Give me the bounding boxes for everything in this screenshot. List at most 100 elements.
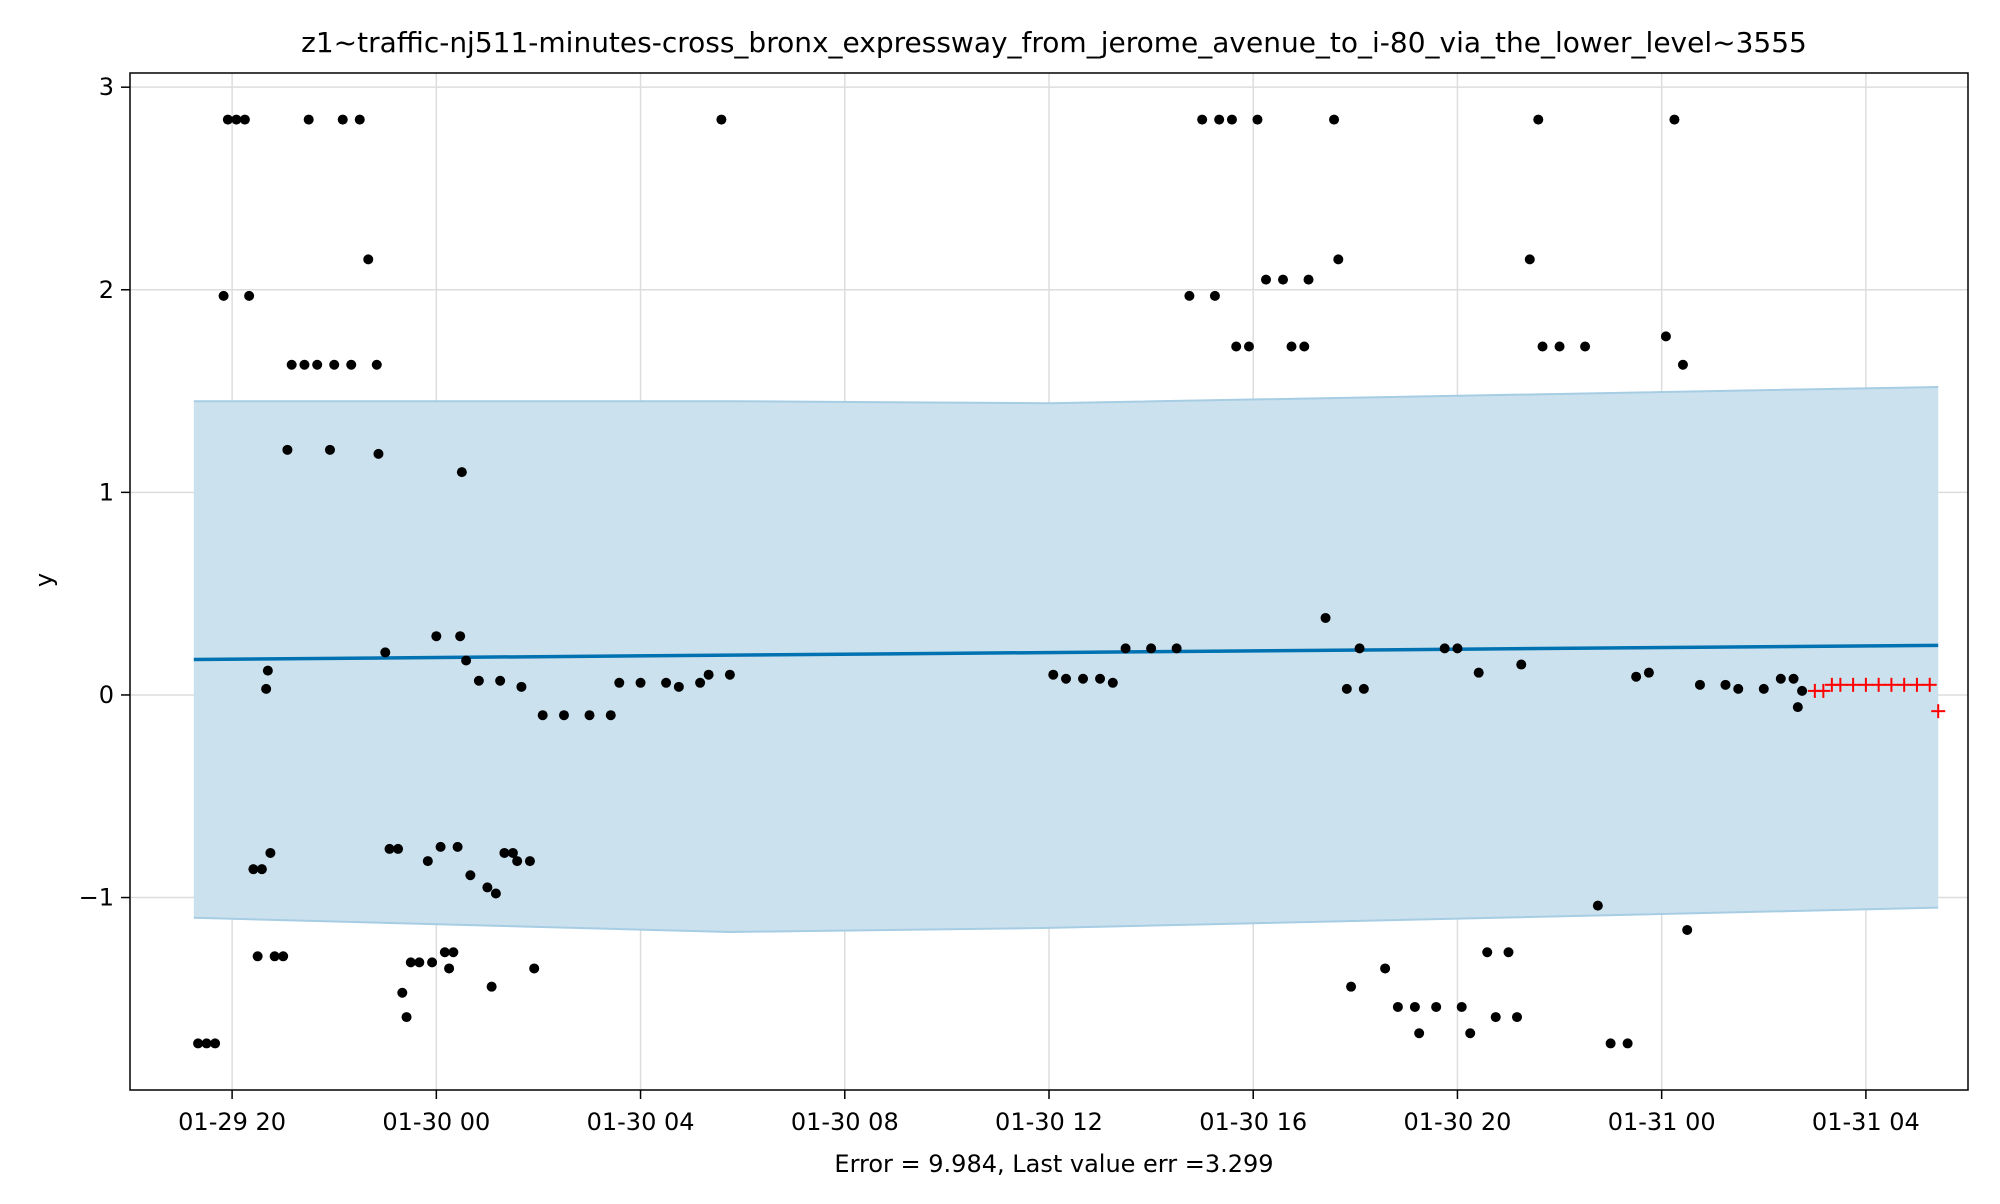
observed-point [1623,1038,1633,1048]
x-tick-label: 01-30 04 [587,1108,695,1136]
observed-point [263,666,273,676]
observed-point [1789,674,1799,684]
observed-point [1342,684,1352,694]
observed-point [559,710,569,720]
observed-point [1759,684,1769,694]
observed-point [704,670,714,680]
observed-point [529,963,539,973]
observed-point [1095,674,1105,684]
observed-point [1606,1038,1616,1048]
observed-point [1333,254,1343,264]
x-axis-ticks: 01-29 2001-30 0001-30 0401-30 0801-30 12… [178,1090,1920,1136]
observed-point [1231,341,1241,351]
observed-point [270,951,280,961]
observed-point [1678,360,1688,370]
observed-point [1525,254,1535,264]
observed-point [397,988,407,998]
observed-point [487,982,497,992]
observed-point [1682,925,1692,935]
observed-point [1533,115,1543,125]
observed-point [427,957,437,967]
observed-point [299,360,309,370]
observed-point [474,676,484,686]
observed-point [1644,668,1654,678]
observed-point [431,631,441,641]
observed-point [482,882,492,892]
observed-point [1695,680,1705,690]
observed-point [1733,684,1743,694]
x-tick-label: 01-30 00 [382,1108,490,1136]
observed-point [219,291,229,301]
observed-point [244,291,254,301]
observed-point [1538,341,1548,351]
observed-point [1793,702,1803,712]
observed-point [465,870,475,880]
observed-point [1512,1012,1522,1022]
observed-point [1252,115,1262,125]
observed-point [661,678,671,688]
observed-point [695,678,705,688]
observed-point [287,360,297,370]
observed-point [491,888,501,898]
observed-point [1227,115,1237,125]
observed-point [606,710,616,720]
x-axis-label: Error = 9.984, Last value err =3.299 [834,1150,1273,1178]
observed-point [1287,341,1297,351]
observed-point [248,864,258,874]
y-axis-ticks: −10123 [79,73,130,911]
x-tick-label: 01-30 20 [1403,1108,1511,1136]
observed-point [674,682,684,692]
observed-point [373,449,383,459]
observed-point [512,856,522,866]
observed-point [1776,674,1786,684]
observed-point [436,842,446,852]
observed-point [1214,115,1224,125]
observed-point [585,710,595,720]
observed-point [372,360,382,370]
observed-point [1359,684,1369,694]
observed-point [499,848,509,858]
observed-point [1410,1002,1420,1012]
observed-point [444,963,454,973]
y-tick-label: 3 [99,73,114,101]
observed-point [325,445,335,455]
observed-point [257,864,267,874]
observed-point [1440,643,1450,653]
observed-point [457,467,467,477]
observed-point [636,678,646,688]
observed-point [393,844,403,854]
observed-point [1078,674,1088,684]
observed-point [1184,291,1194,301]
observed-point [1631,672,1641,682]
observed-point [402,1012,412,1022]
x-tick-label: 01-30 16 [1199,1108,1307,1136]
observed-point [1797,686,1807,696]
observed-point [1669,115,1679,125]
y-tick-label: 2 [99,276,114,304]
observed-point [1474,668,1484,678]
observed-point [1210,291,1220,301]
observed-point [346,360,356,370]
observed-point [1346,982,1356,992]
observed-point [1048,670,1058,680]
observed-point [380,647,390,657]
observed-point [1121,643,1131,653]
x-tick-label: 01-30 12 [995,1108,1103,1136]
observed-point [304,115,314,125]
observed-point [1304,275,1314,285]
observed-point [338,115,348,125]
observed-point [1197,115,1207,125]
observed-point [1108,678,1118,688]
observed-point [495,676,505,686]
observed-point [414,957,424,967]
observed-point [253,951,263,961]
x-tick-label: 01-30 08 [791,1108,899,1136]
observed-point [1329,115,1339,125]
observed-point [725,670,735,680]
observed-point [1720,680,1730,690]
observed-point [448,947,458,957]
observed-point [240,115,250,125]
observed-point [1261,275,1271,285]
observed-point [1321,613,1331,623]
